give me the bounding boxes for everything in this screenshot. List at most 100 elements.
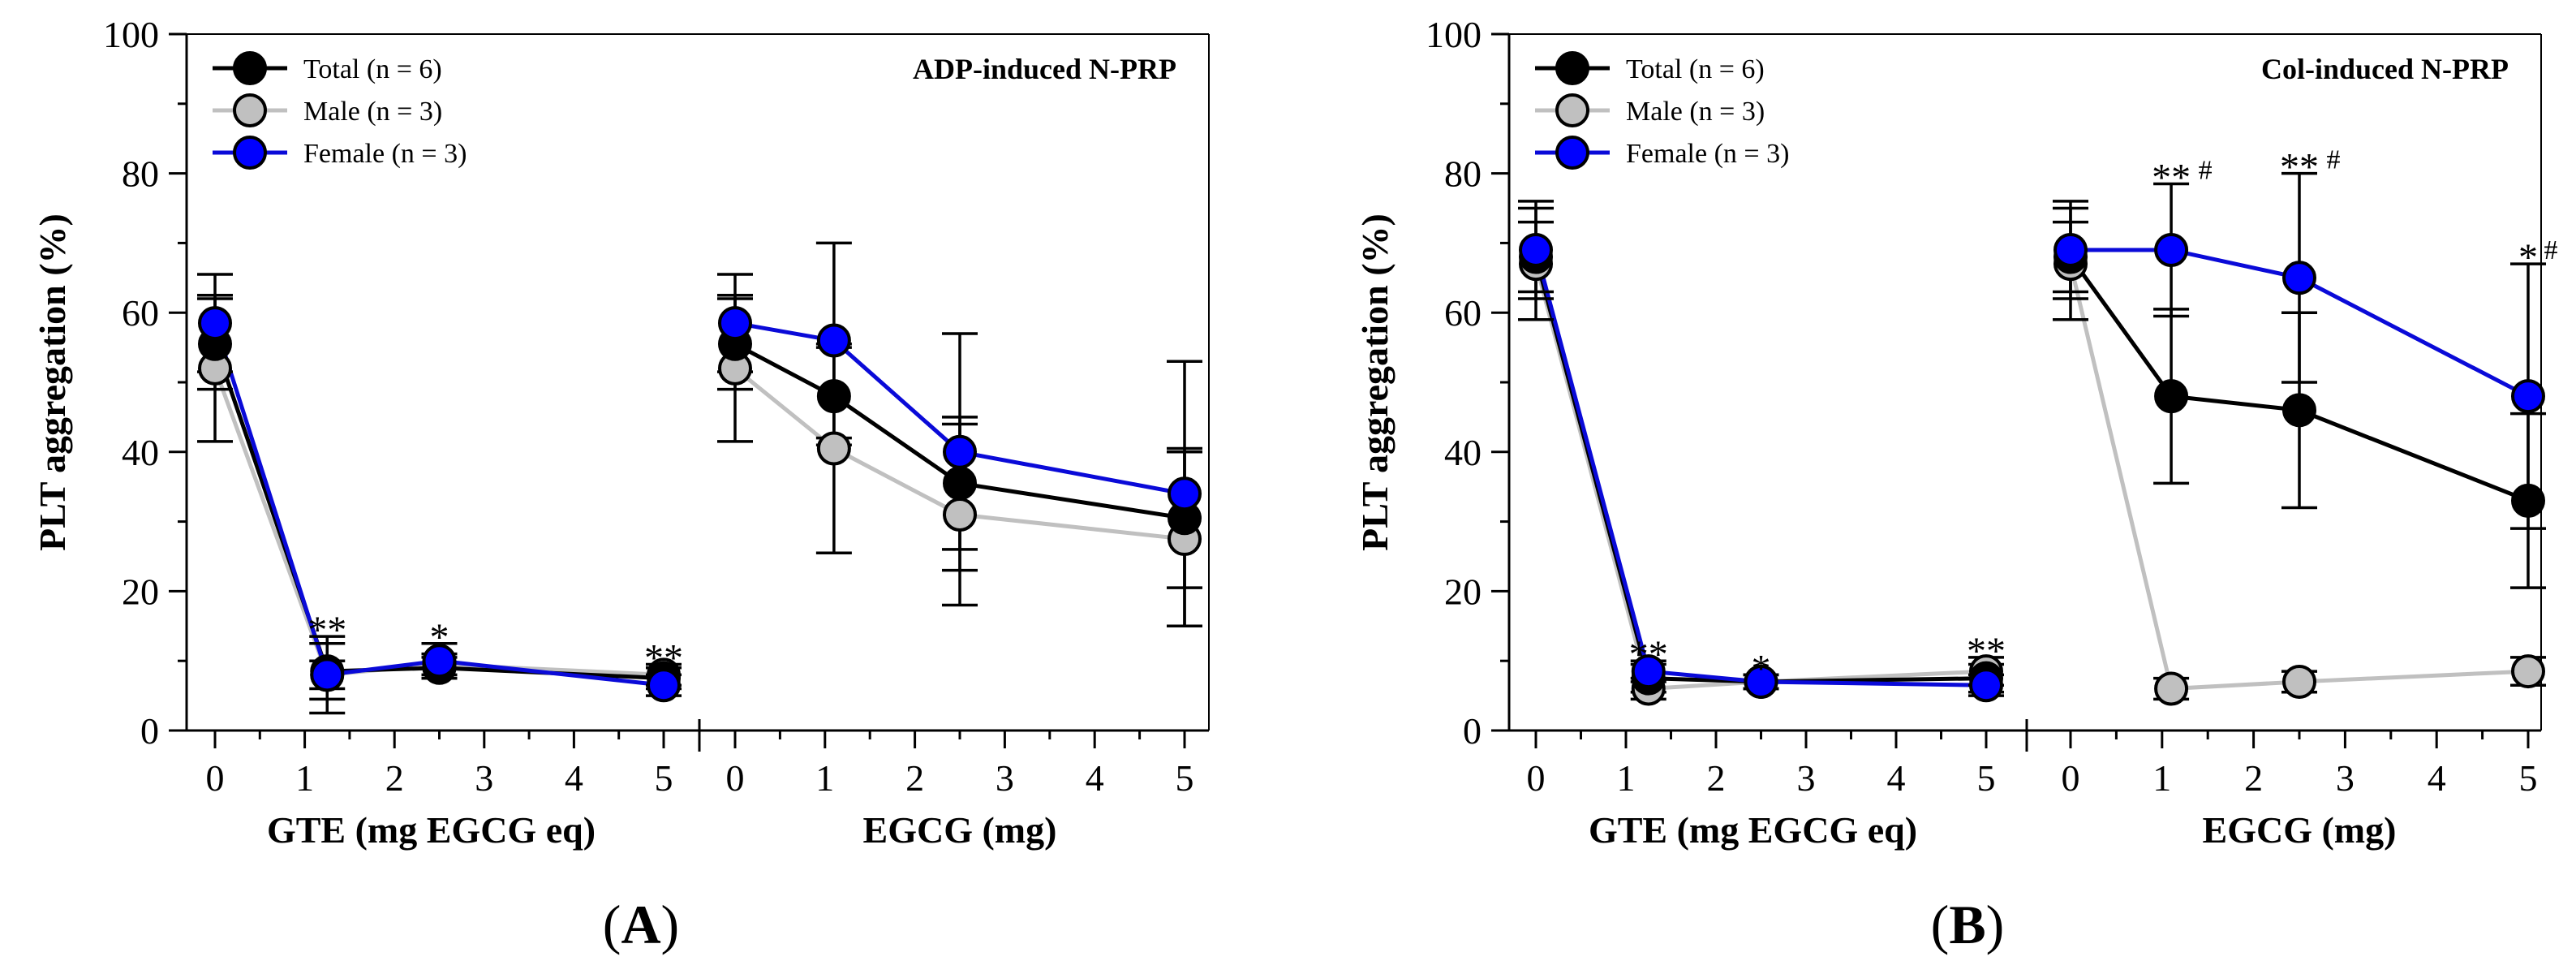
data-point-female <box>2154 232 2189 267</box>
significance-marker: ** <box>1629 633 1668 676</box>
y-tick-label: 20 <box>122 571 159 612</box>
legend-marker-total <box>233 51 267 85</box>
y-tick-label: 100 <box>1426 14 1482 55</box>
significance-marker: * <box>430 616 449 659</box>
significance-marker: ** <box>1967 630 2006 673</box>
panel-title: ADP-induced N-PRP <box>913 53 1176 85</box>
y-tick-label: 100 <box>103 14 159 55</box>
data-point-total <box>943 466 977 501</box>
x-tick-label: 5 <box>2519 757 2538 799</box>
data-point-female <box>2511 379 2545 414</box>
series-line-female <box>1533 249 1987 687</box>
data-point-female <box>1631 654 1666 689</box>
legend-marker-female <box>233 136 267 170</box>
legend-label-male: Male (n = 3) <box>303 97 442 127</box>
x-tick-label: 5 <box>1176 757 1194 799</box>
y-tick-label: 0 <box>1463 710 1482 752</box>
x-tick-label: 0 <box>726 757 745 799</box>
series-line-female <box>213 322 664 687</box>
y-tick-label: 60 <box>122 292 159 334</box>
data-point-female <box>198 306 232 341</box>
data-point-female <box>2282 261 2316 295</box>
y-tick-label: 40 <box>1444 432 1482 473</box>
x-tick-label: 4 <box>2428 757 2446 799</box>
data-point-female <box>310 657 345 692</box>
series-line-male <box>733 366 1185 541</box>
x-tick-label: 1 <box>295 757 314 799</box>
y-axis-title: PLT aggregation (%) <box>1354 213 1396 551</box>
panel-letter-paren: ) <box>1986 894 2005 955</box>
x-axis-title: GTE (mg EGCG eq) <box>267 809 596 851</box>
y-tick-label: 80 <box>1444 153 1482 195</box>
series-line-male <box>1533 263 1987 692</box>
x-tick-label: 5 <box>1977 757 1996 799</box>
series-line-total <box>733 342 1185 520</box>
panel-letter-paren: ( <box>1931 894 1950 955</box>
data-point-total <box>2154 379 2189 414</box>
data-point-female <box>816 323 851 358</box>
series-line-female <box>734 321 1185 496</box>
data-point-male <box>943 498 977 532</box>
significance-hash: # <box>2327 145 2341 175</box>
y-axis-title: PLT aggregation (%) <box>32 213 73 551</box>
panel-letter: (B) <box>1931 894 2005 955</box>
data-point-total <box>2511 483 2545 518</box>
legend-label-total: Total (n = 6) <box>1626 54 1765 84</box>
x-tick-label: 0 <box>1527 757 1546 799</box>
data-point-female <box>718 306 752 341</box>
legend-marker-total <box>1555 51 1589 85</box>
data-point-female <box>647 668 681 703</box>
x-tick-label: 1 <box>1617 757 1636 799</box>
data-point-male <box>816 431 851 466</box>
y-tick-label: 20 <box>1444 571 1482 612</box>
series-line-female <box>2071 248 2530 399</box>
legend-label-female: Female (n = 3) <box>303 139 467 169</box>
series-line-total <box>2068 256 2529 503</box>
data-point-female <box>1519 232 1553 267</box>
data-point-female <box>943 434 977 469</box>
x-tick-label: 3 <box>475 757 493 799</box>
x-axis-title: EGCG (mg) <box>863 809 1057 851</box>
significance-marker: ** <box>644 636 683 679</box>
significance-marker: * <box>2518 236 2538 279</box>
series-line-total <box>1533 256 1987 684</box>
significance-hash: # <box>2544 235 2558 265</box>
x-tick-label: 4 <box>1086 757 1104 799</box>
x-tick-label: 4 <box>565 757 583 799</box>
significance-marker: ** <box>307 609 346 652</box>
x-tick-label: 3 <box>2336 757 2355 799</box>
panel-letter-text: B <box>1949 894 1985 955</box>
panel-letter-paren: ) <box>661 894 680 955</box>
legend-marker-male <box>233 93 267 127</box>
y-tick-label: 60 <box>1444 292 1482 334</box>
data-point-female <box>422 644 457 679</box>
x-tick-label: 4 <box>1887 757 1906 799</box>
legend-label-female: Female (n = 3) <box>1626 139 1789 169</box>
x-tick-label: 2 <box>905 757 924 799</box>
panel-letter-text: A <box>621 894 660 955</box>
legend-label-male: Male (n = 3) <box>1626 97 1765 127</box>
legend-marker-female <box>1555 136 1589 170</box>
series-line-male <box>2068 263 2529 692</box>
data-point-total <box>2282 393 2316 428</box>
significance-marker: * <box>1752 647 1771 690</box>
x-tick-label: 2 <box>385 757 404 799</box>
x-tick-label: 3 <box>996 757 1014 799</box>
panel-letter: (A) <box>603 894 679 955</box>
y-tick-label: 80 <box>122 153 159 195</box>
data-point-male <box>2154 671 2189 706</box>
x-axis-title: EGCG (mg) <box>2203 809 2397 851</box>
x-tick-label: 1 <box>815 757 834 799</box>
panel-title: Col-induced N-PRP <box>2261 53 2509 85</box>
x-tick-label: 2 <box>1707 757 1726 799</box>
x-tick-label: 2 <box>2244 757 2263 799</box>
data-point-male <box>2511 654 2545 689</box>
legend-label-total: Total (n = 6) <box>303 54 442 84</box>
data-point-total <box>816 379 851 414</box>
x-tick-label: 0 <box>206 757 225 799</box>
data-point-female <box>2053 232 2088 267</box>
